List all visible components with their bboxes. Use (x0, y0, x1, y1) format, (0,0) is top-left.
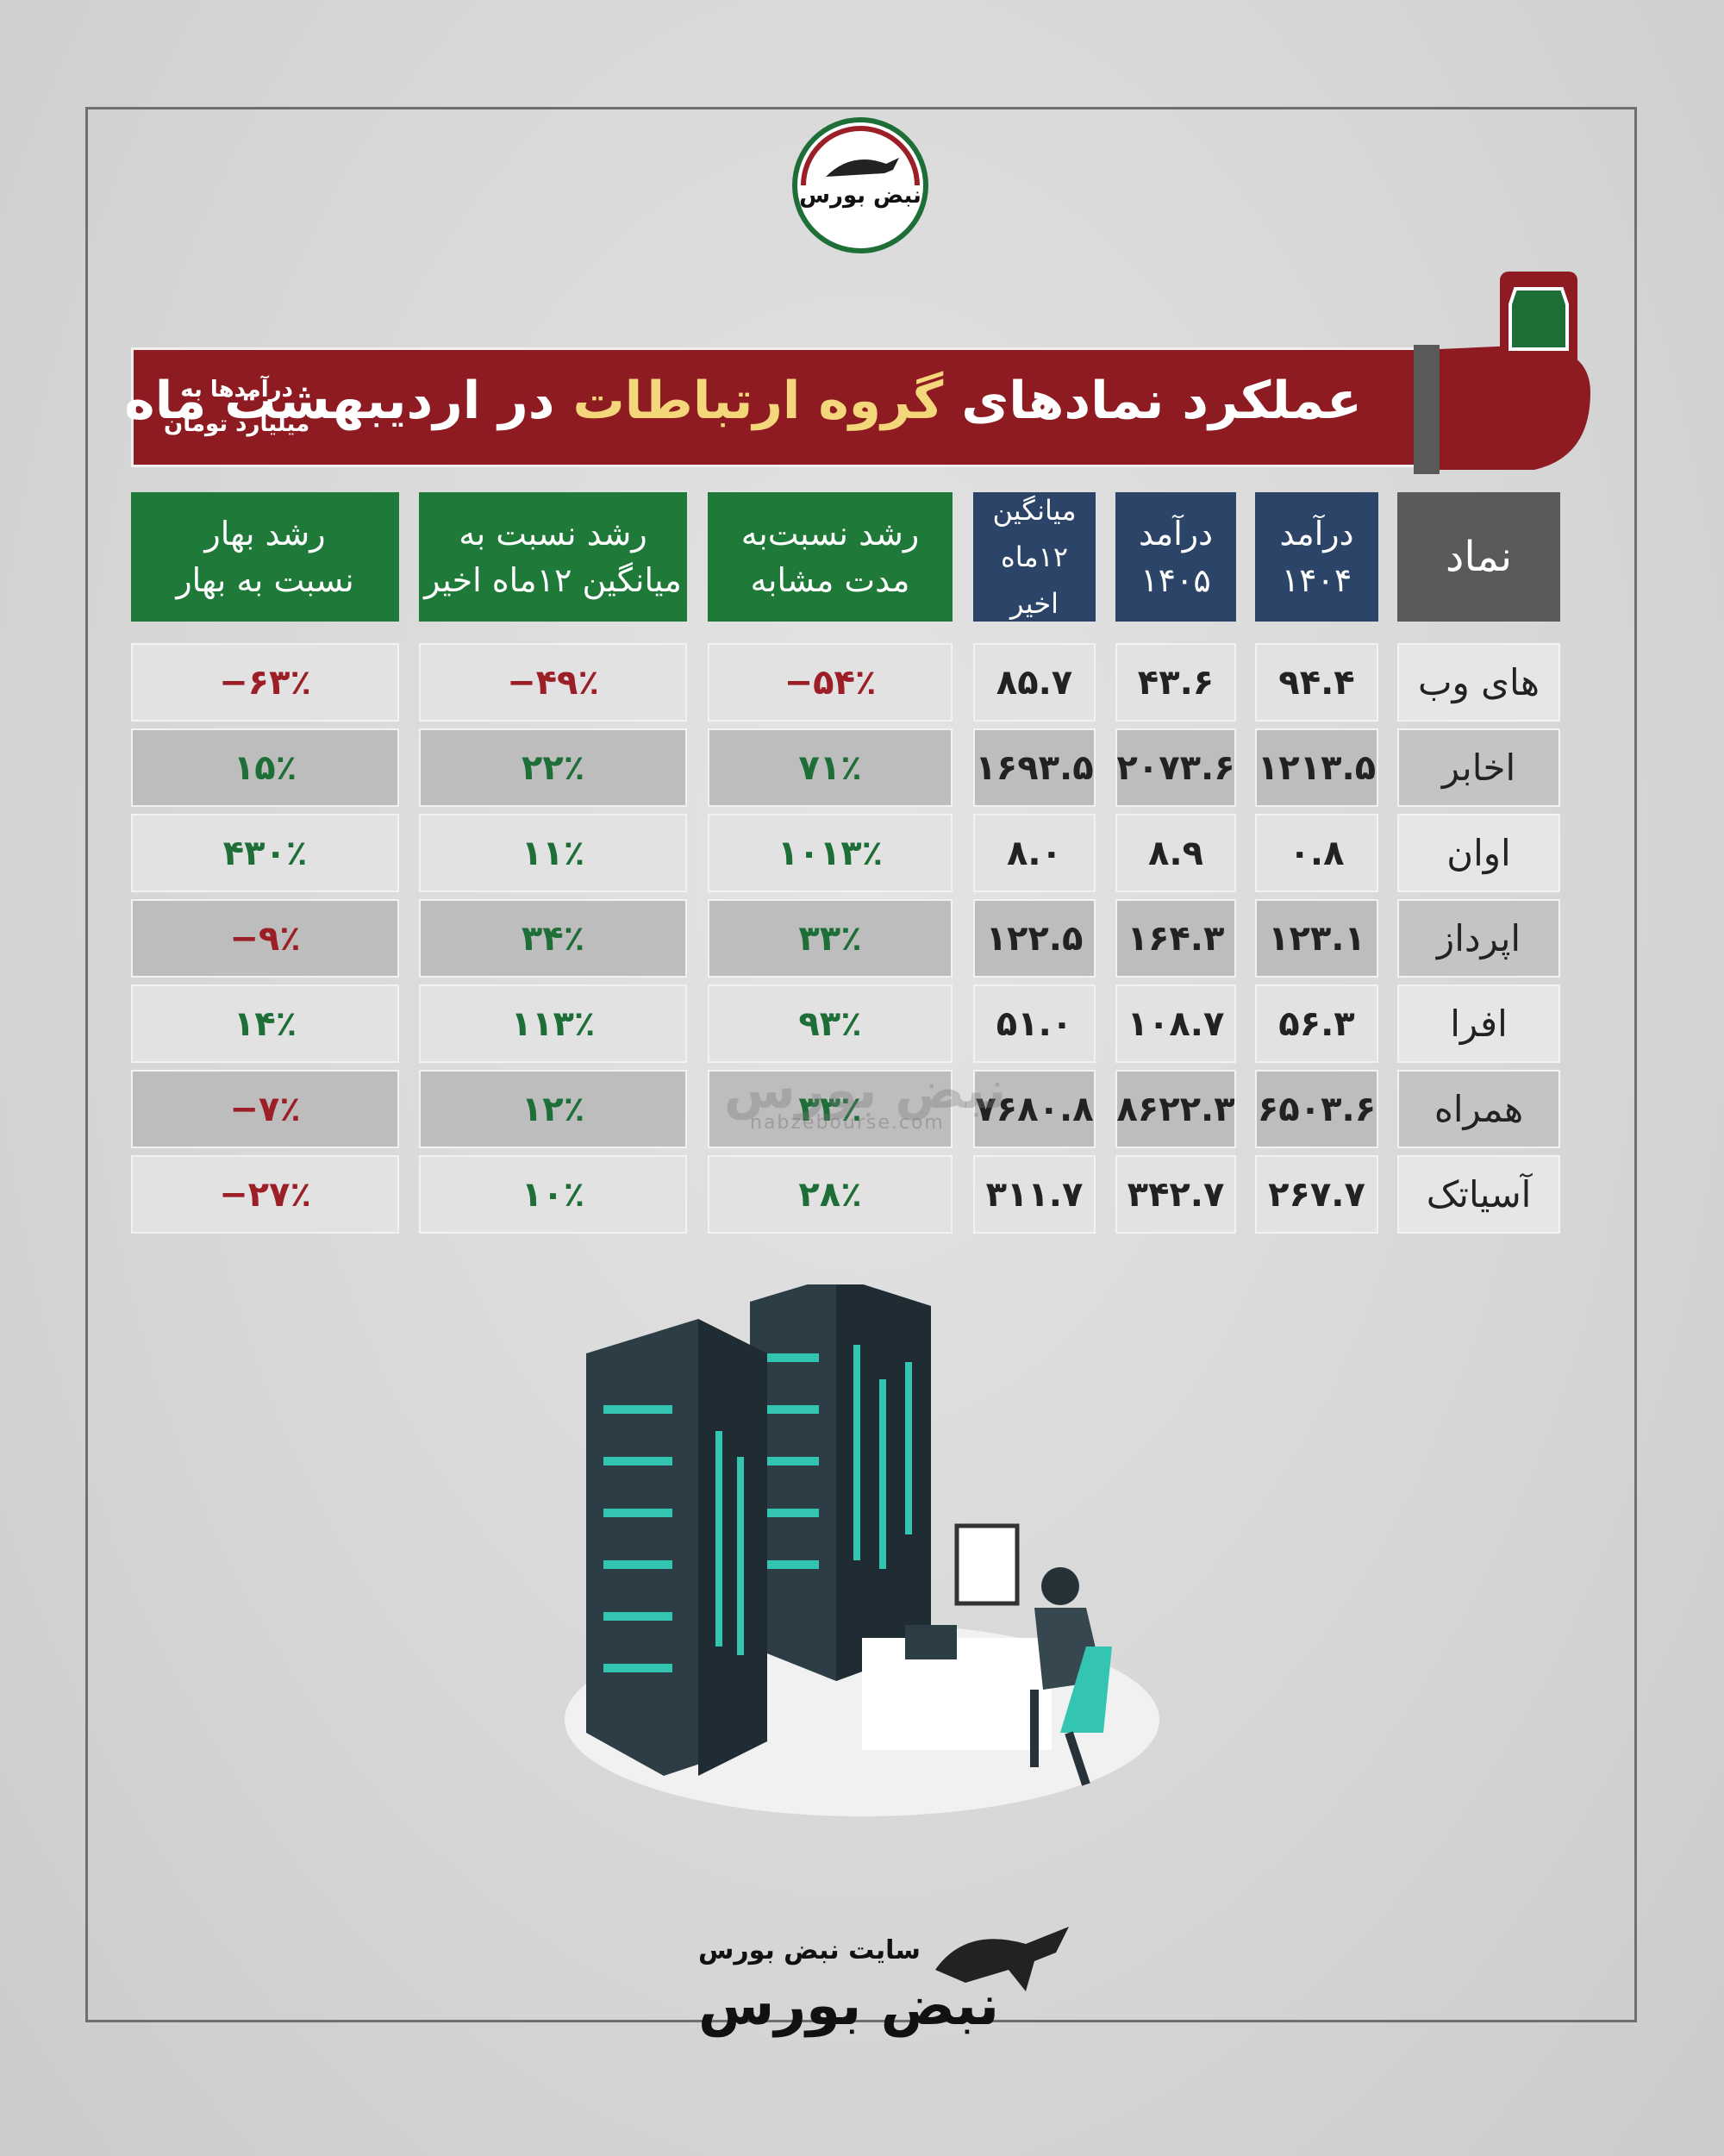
symbol-cell: های وب (1397, 643, 1560, 722)
footer-brand: نبض بورس (698, 1974, 1000, 2038)
value-cell: −۲۷٪ (131, 1155, 399, 1234)
logo-text: نبض بورس (799, 183, 921, 209)
value-cell: −۵۴٪ (708, 643, 953, 722)
value-cell: ۸.۹ (1115, 814, 1236, 892)
value-cell: ۳۴۲.۷ (1115, 1155, 1236, 1234)
value-cell: ۱۰٪ (419, 1155, 687, 1234)
value-cell: ۴۳۰٪ (131, 814, 399, 892)
value-cell: ۱۰۸.۷ (1115, 984, 1236, 1063)
header-line: ۱۲ماه اخیر (1000, 541, 1069, 620)
value-cell: ۱۲۳.۱ (1255, 899, 1378, 978)
value-cell: ۸۶۲۲.۳ (1115, 1070, 1236, 1148)
value-cell: ۹۳٪ (708, 984, 953, 1063)
fist-icon (1414, 272, 1590, 474)
value-cell: ۰.۸ (1255, 814, 1378, 892)
header-line: نسبت به بهار (176, 561, 354, 599)
header-line: رشد بهار (204, 515, 326, 553)
value-cell: ۱۲۱۳.۵ (1255, 728, 1378, 807)
value-cell: ۳۳٪ (708, 1070, 953, 1148)
symbol-cell: اخابر (1397, 728, 1560, 807)
value-cell: ۴۳.۶ (1115, 643, 1236, 722)
symbol-cell: آسیاتک (1397, 1155, 1560, 1234)
column-header: درآمد ۱۴۰۵ (1115, 492, 1236, 622)
header-line: میانگین ۱۲ماه اخیر (424, 561, 682, 599)
value-cell: ۱۰۱۳٪ (708, 814, 953, 892)
value-cell: −۹٪ (131, 899, 399, 978)
unit-note: درآمدها به میلیارد تومان (164, 372, 309, 441)
symbol-cell: اوان (1397, 814, 1560, 892)
value-cell: ۳۴٪ (419, 899, 687, 978)
header-line: ۱۴۰۴ (1281, 561, 1352, 599)
column-header: میانگین ۱۲ماه اخیر (973, 492, 1096, 622)
header-line: میانگین (992, 494, 1077, 527)
symbol-cell: اپرداز (1397, 899, 1560, 978)
value-cell: ۷۱٪ (708, 728, 953, 807)
column-header: درآمد ۱۴۰۴ (1255, 492, 1378, 622)
column-header: رشد نسبت به میانگین ۱۲ماه اخیر (419, 492, 687, 622)
value-cell: ۶۵۰۳.۶ (1255, 1070, 1378, 1148)
value-cell: ۵۱.۰ (973, 984, 1096, 1063)
title-part: عملکرد نمادهای (961, 371, 1362, 431)
note-line: میلیارد تومان (164, 411, 310, 437)
header-line: درآمد (1279, 515, 1354, 553)
header-line: مدت مشابه (750, 561, 910, 599)
column-header: نماد (1397, 492, 1560, 622)
title: عملکرد نمادهای گروه ارتباطات در اردیبهشت… (124, 371, 1362, 431)
value-cell: ۳۱۱.۷ (973, 1155, 1096, 1234)
value-cell: ۳۳٪ (708, 899, 953, 978)
value-cell: −۶۳٪ (131, 643, 399, 722)
value-cell: −۴۹٪ (419, 643, 687, 722)
title-part: در اردیبهشت ماه (124, 371, 555, 431)
title-highlight: گروه ارتباطات (572, 371, 944, 431)
column-header: رشد نسبت‌به مدت مشابه (708, 492, 953, 622)
header-line: درآمد (1138, 515, 1214, 553)
header-line: نماد (1445, 533, 1513, 581)
value-cell: ۲۰۷۳.۶ (1115, 728, 1236, 807)
value-cell: ۲۸٪ (708, 1155, 953, 1234)
value-cell: ۲۲٪ (419, 728, 687, 807)
symbol-cell: همراه (1397, 1070, 1560, 1148)
header-line: رشد نسبت به (459, 515, 647, 553)
value-cell: ۸۵.۷ (973, 643, 1096, 722)
logo: نبض بورس (792, 117, 928, 253)
header-line: ۱۴۰۵ (1140, 561, 1211, 599)
value-cell: ۷۶۸۰.۸ (973, 1070, 1096, 1148)
value-cell: ۱۶۴.۳ (1115, 899, 1236, 978)
value-cell: ۵۶.۳ (1255, 984, 1378, 1063)
value-cell: ۱۱۳٪ (419, 984, 687, 1063)
value-cell: ۱۲٪ (419, 1070, 687, 1148)
watermark-url: nabzebourse.com (750, 1112, 945, 1134)
value-cell: ۱۲۲.۵ (973, 899, 1096, 978)
note-line: درآمدها به (180, 377, 293, 403)
value-cell: ۱۱٪ (419, 814, 687, 892)
symbol-cell: افرا (1397, 984, 1560, 1063)
value-cell: ۱۴٪ (131, 984, 399, 1063)
footer-caption: سایت نبض بورس (698, 1935, 921, 1965)
header-line: رشد نسبت‌به (740, 515, 920, 553)
column-header: رشد بهار نسبت به بهار (131, 492, 399, 622)
value-cell: ۸.۰ (973, 814, 1096, 892)
frame (85, 107, 1637, 2022)
value-cell: ۱۵٪ (131, 728, 399, 807)
watermark: نبض بورس (724, 1060, 1007, 1121)
title-banner (131, 347, 1416, 467)
value-cell: ۱۶۹۳.۵ (973, 728, 1096, 807)
footer-bull (935, 1927, 1069, 1991)
value-cell: ۲۶۷.۷ (1255, 1155, 1378, 1234)
value-cell: −۷٪ (131, 1070, 399, 1148)
value-cell: ۹۴.۴ (1255, 643, 1378, 722)
server-illustration (565, 1284, 1159, 1816)
